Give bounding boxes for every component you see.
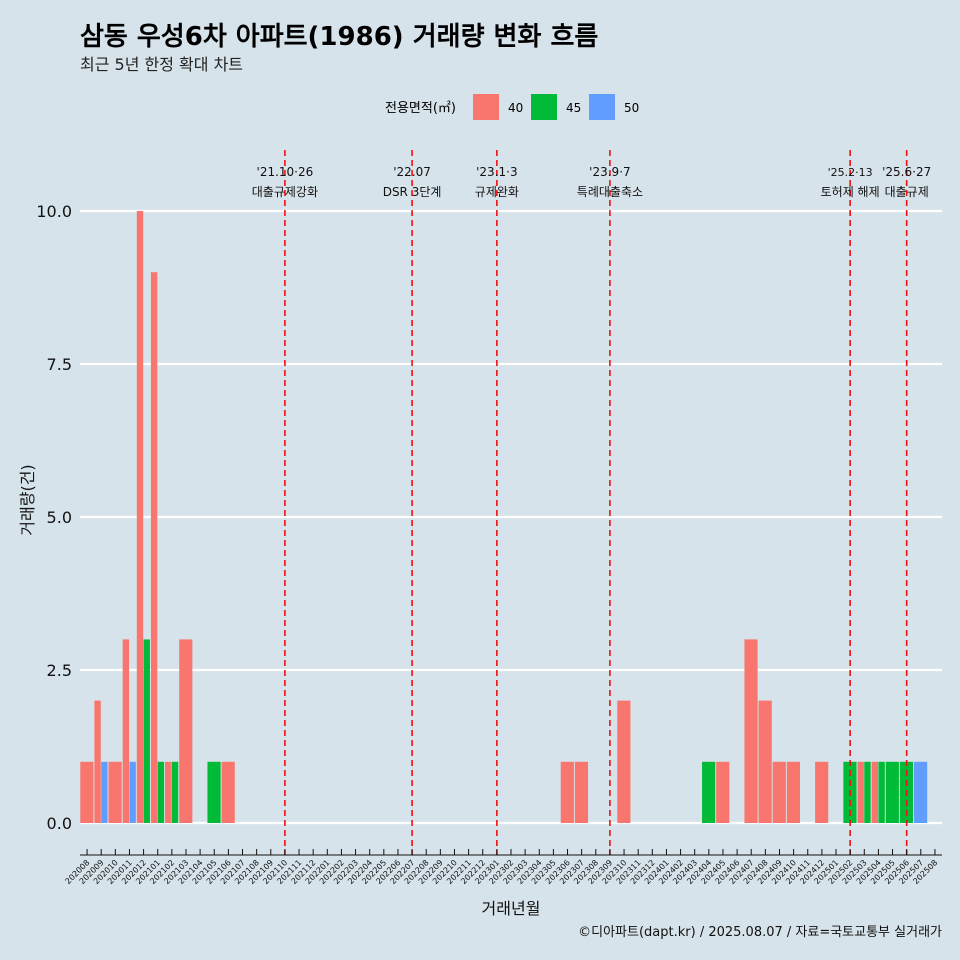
bar-40-202504 [871,761,879,823]
event-label: 특례대출축소 [577,185,643,199]
legend-label: 50 [624,101,639,115]
bar-50-202009 [101,761,108,823]
y-tick-label: 10.0 [36,202,72,221]
bar-45-202503 [864,761,871,823]
bar-40-202410 [786,761,801,823]
caption: ©디아파트(dapt.kr) / 2025.08.07 / 자료=국토교통부 실… [578,925,942,940]
bar-40-202106 [221,761,235,823]
bars [80,211,928,823]
bar-40-202101 [150,272,158,823]
bar-40-202310 [617,700,631,823]
bar-45-202504 [878,761,885,823]
event-date: '25.2·13 [828,166,873,179]
bar-40-202409 [772,761,786,823]
bar-40-202307 [574,761,589,823]
event-label: 대출규제강화 [252,185,318,199]
event-date: '22.07 [393,165,431,179]
bar-40-202010 [108,761,122,823]
event-label: 토허제 해제 [821,185,880,199]
bar-40-202012 [136,211,144,823]
axes: 2020082020092020102020112020122021012021… [64,849,942,886]
x-axis-label: 거래년월 [482,899,541,918]
bar-40-202412 [815,761,829,823]
bar-45-202404 [702,761,716,823]
y-tick-label: 2.5 [47,661,72,680]
bar-40-202008 [80,761,94,823]
bar-45-202505 [885,761,899,823]
chart-subtitle: 최근 5년 한정 확대 차트 [80,55,243,74]
bar-50-202011 [129,761,136,823]
bar-40-202407 [744,639,758,823]
legend-swatch-45 [531,94,557,120]
bar-40-202102 [165,761,172,823]
event-date: '25.6·27 [882,165,931,179]
bar-45-202102 [171,761,179,823]
bar-45-202012 [143,639,150,823]
y-axis-label: 거래량(건) [18,464,37,535]
chart-title: 삼동 우성6차 아파트(1986) 거래량 변화 흐름 [80,22,598,52]
event-label: 대출규제 [885,185,929,199]
event-date: '23.9·7 [589,165,630,179]
bar-40-202408 [758,700,772,823]
event-date: '21.10·26 [257,165,314,179]
event-label: DSR 3단계 [383,185,442,199]
bar-40-202405 [716,761,730,823]
bar-40-202009 [94,700,101,823]
bar-45-202101 [157,761,165,823]
bar-40-202503 [857,761,864,823]
y-tick-label: 5.0 [47,508,72,527]
event-date: '23.1·3 [476,165,517,179]
bar-40-202306 [560,761,574,823]
legend-swatch-50 [589,94,615,120]
y-tick-label: 7.5 [47,355,72,374]
event-label: 규제완화 [475,185,519,199]
legend-label: 45 [566,101,581,115]
legend-swatch-40 [473,94,499,120]
bar-45-202105 [207,761,221,823]
y-tick-label: 0.0 [47,814,72,833]
grid: 0.0 2.5 5.0 7.5 10.0 [36,202,942,833]
bar-40-202103 [179,639,193,823]
legend: 전용면적(㎡) 40 45 50 [385,94,639,120]
bar-50-202507 [914,761,928,823]
bar-40-202011 [122,639,130,823]
event-markers: '21.10·26 대출규제강화 '22.07 DSR 3단계 '23.1·3 규제완화 '… [252,150,931,855]
legend-title: 전용면적(㎡) [385,101,456,116]
legend-label: 40 [508,101,523,115]
